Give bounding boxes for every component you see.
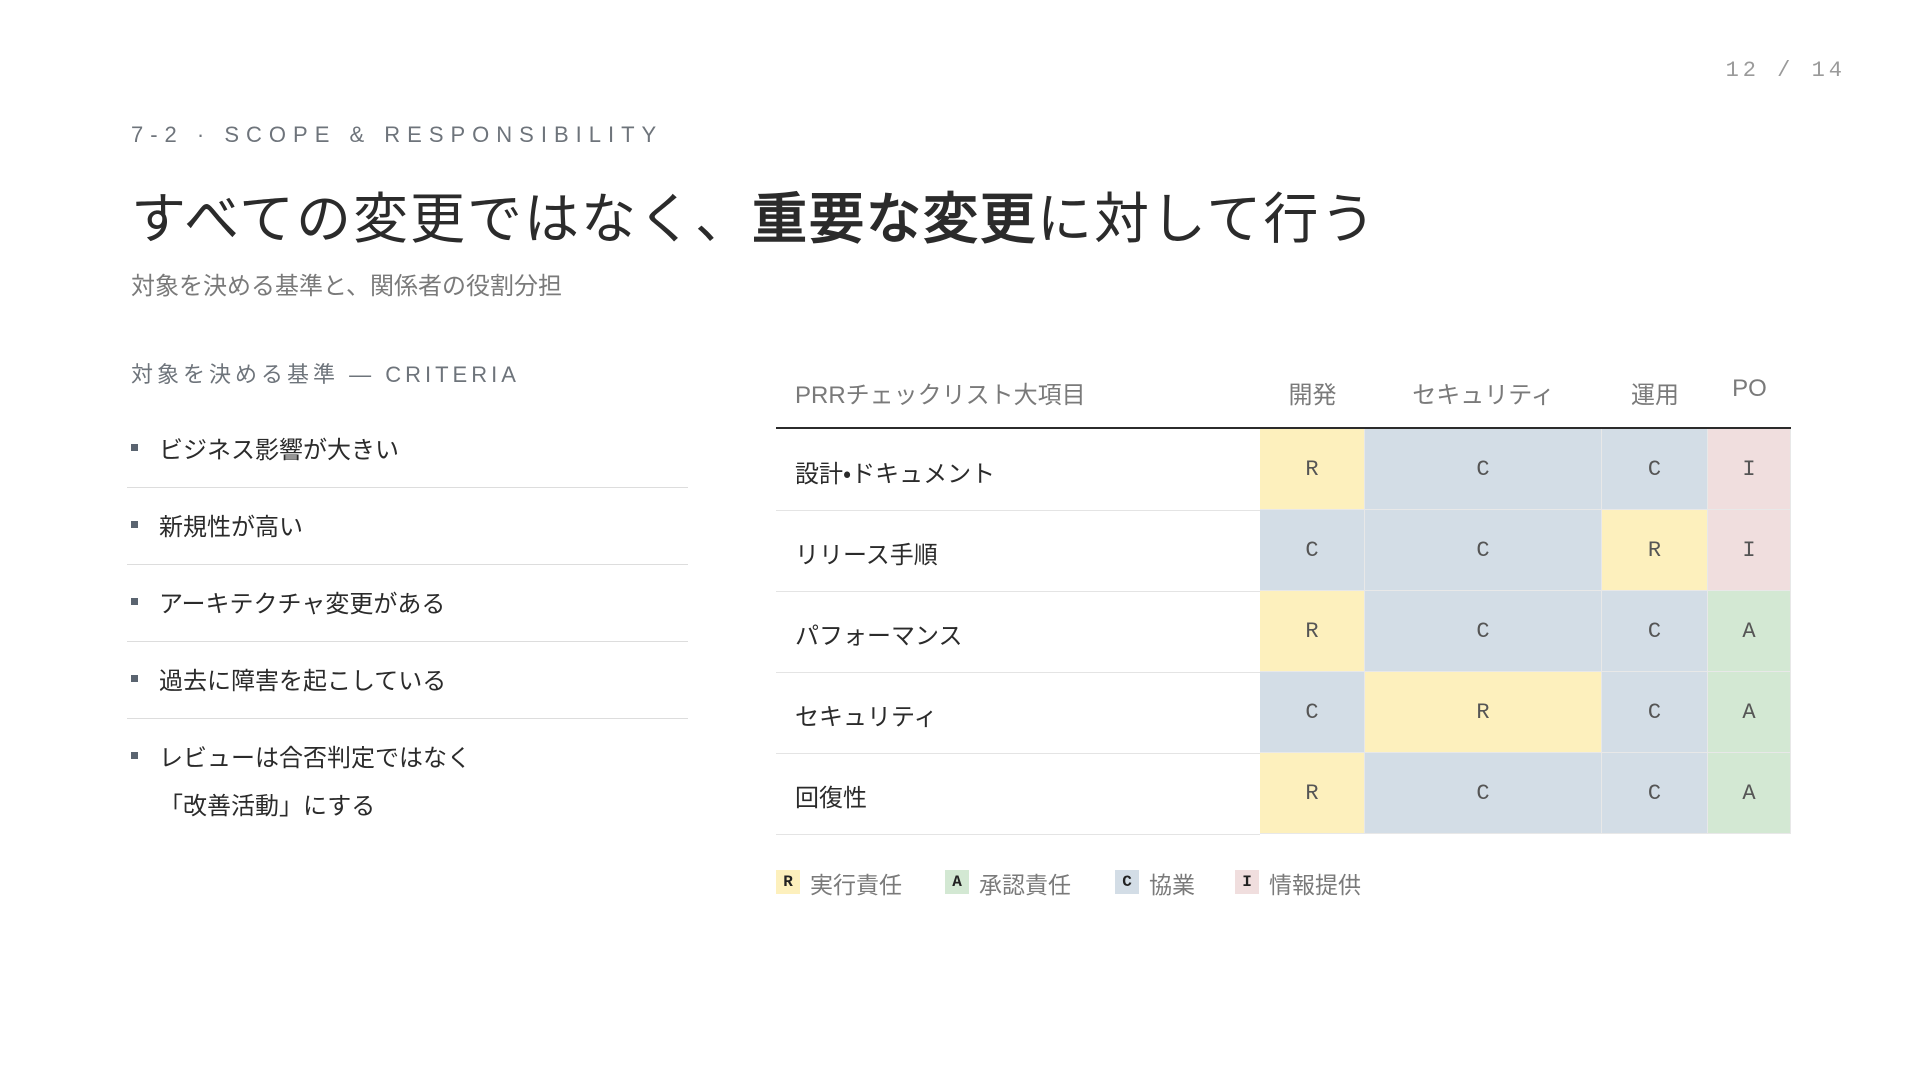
title-text: に対して行う bbox=[1036, 188, 1378, 250]
bullet bbox=[131, 521, 138, 528]
column-header: 開発 bbox=[1288, 382, 1337, 409]
criteria-item: レビューは合否判定ではなく 「改善活動」にする bbox=[127, 738, 688, 820]
raci-cell: C bbox=[1260, 672, 1365, 753]
raci-cell: C bbox=[1365, 429, 1602, 510]
raci-cell: C bbox=[1365, 510, 1602, 591]
raci-cell: A bbox=[1708, 753, 1791, 834]
raci-cell: R bbox=[1260, 429, 1365, 510]
raci-cell: R bbox=[1260, 591, 1365, 672]
title-emphasis: 重要な変更 bbox=[751, 188, 1037, 250]
legend-swatch: C bbox=[1115, 870, 1139, 894]
raci-cell: R bbox=[1260, 753, 1365, 834]
raci-cell: I bbox=[1708, 429, 1791, 510]
row-divider bbox=[776, 672, 1260, 673]
title: すべての変更ではなく、重要な変更に対して行う bbox=[131, 174, 1377, 254]
legend-label: 協業 bbox=[1149, 872, 1195, 898]
divider bbox=[127, 564, 688, 565]
row-divider bbox=[776, 591, 1260, 592]
row-label: 設計・ドキュメント bbox=[795, 461, 996, 488]
criteria-heading: 対象を決める基準 — CRITERIA bbox=[131, 362, 520, 387]
raci-cell: C bbox=[1602, 672, 1708, 753]
raci-cell: C bbox=[1365, 591, 1602, 672]
row-label: パフォーマンス bbox=[795, 623, 963, 650]
raci-cell: A bbox=[1708, 591, 1791, 672]
raci-cell: C bbox=[1365, 753, 1602, 834]
legend-label: 実行責任 bbox=[810, 872, 902, 898]
divider bbox=[127, 641, 688, 642]
eyebrow: 7-2 · SCOPE & RESPONSIBILITY bbox=[131, 122, 664, 147]
criteria-text: レビューは合否判定ではなく bbox=[159, 745, 471, 772]
column-header: 運用 bbox=[1631, 382, 1679, 409]
column-header: セキュリティ bbox=[1412, 382, 1555, 409]
raci-cell: C bbox=[1602, 591, 1708, 672]
raci-cell: C bbox=[1260, 510, 1365, 591]
page-number: 12 / 14 bbox=[1725, 58, 1846, 83]
criteria-text: ビジネス影響が大きい bbox=[159, 437, 399, 464]
criteria-item: 過去に障害を起こしている bbox=[127, 661, 688, 701]
legend-swatch: I bbox=[1235, 870, 1259, 894]
criteria-text: 過去に障害を起こしている bbox=[159, 668, 447, 695]
criteria-text: 「改善活動」にする bbox=[159, 793, 376, 820]
row-divider bbox=[776, 753, 1260, 754]
row-divider bbox=[776, 510, 1260, 511]
divider bbox=[127, 487, 688, 488]
column-header: PRRチェックリスト大項目 bbox=[795, 382, 1086, 409]
header-rule bbox=[776, 427, 1791, 429]
raci-cell: R bbox=[1365, 672, 1602, 753]
divider bbox=[127, 718, 688, 719]
row-divider bbox=[776, 834, 1260, 835]
criteria-item: ビジネス影響が大きい bbox=[127, 430, 688, 470]
legend-label: 承認責任 bbox=[979, 872, 1071, 898]
raci-cell: C bbox=[1602, 429, 1708, 510]
row-label: リリース手順 bbox=[795, 542, 938, 569]
bullet bbox=[131, 598, 138, 605]
legend-swatch: A bbox=[945, 870, 969, 894]
criteria-text: アーキテクチャ変更がある bbox=[159, 591, 446, 618]
criteria-text: 新規性が高い bbox=[159, 514, 303, 541]
raci-cell: C bbox=[1602, 753, 1708, 834]
legend-swatch: R bbox=[776, 870, 800, 894]
title-text: すべての変更ではなく、 bbox=[131, 188, 752, 250]
column-header: PO bbox=[1732, 375, 1767, 402]
bullet bbox=[131, 444, 138, 451]
raci-cell: R bbox=[1602, 510, 1708, 591]
legend-label: 情報提供 bbox=[1269, 872, 1361, 898]
criteria-item: 新規性が高い bbox=[127, 507, 688, 547]
bullet bbox=[131, 675, 138, 682]
subtitle: 対象を決める基準と、関係者の役割分担 bbox=[131, 273, 563, 300]
raci-cell: A bbox=[1708, 672, 1791, 753]
criteria-item: アーキテクチャ変更がある bbox=[127, 584, 688, 624]
row-label: セキュリティ bbox=[795, 704, 938, 731]
row-label: 回復性 bbox=[795, 785, 867, 812]
bullet bbox=[131, 752, 138, 759]
raci-cell: I bbox=[1708, 510, 1791, 591]
